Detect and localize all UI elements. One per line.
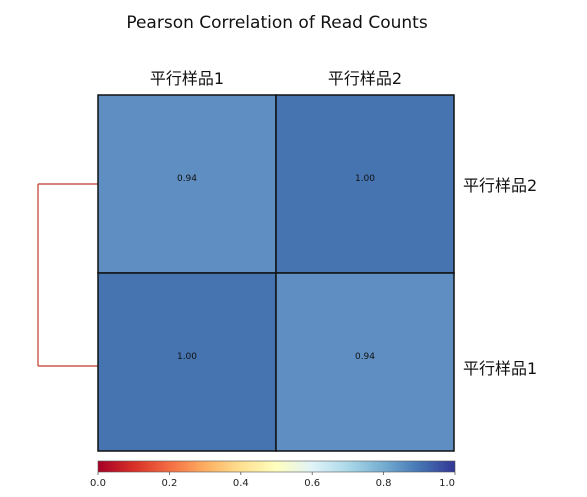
row-label-2: 平行样品1 [463, 359, 537, 378]
colorbar-tick-label: 0.0 [90, 478, 106, 489]
colorbar-tick-label: 0.2 [161, 478, 177, 489]
column-label-2: 平行样品2 [328, 69, 402, 88]
column-label-1: 平行样品1 [150, 69, 224, 88]
heatmap-cells: 0.94 1.00 1.00 0.94 [97, 94, 455, 452]
heatmap-cell-r2-c2 [275, 272, 455, 452]
heatmap-cell-value-r2-c2: 0.94 [355, 352, 375, 362]
row-dendrogram [37, 183, 98, 367]
colorbar-ticks: 0.0 0.2 0.4 0.6 0.8 1.0 [90, 472, 456, 489]
colorbar-tick-label: 0.4 [233, 478, 249, 489]
colorbar [97, 460, 456, 473]
heatmap-cell-r1-c1 [97, 94, 277, 274]
chart-title: Pearson Correlation of Read Counts [126, 13, 427, 33]
heatmap-cell-value-r1-c2: 1.00 [355, 174, 375, 184]
colorbar-tick-label: 1.0 [439, 478, 455, 489]
row-label-1: 平行样品2 [463, 176, 537, 195]
heatmap-cell-value-r1-c1: 0.94 [177, 174, 197, 184]
colorbar-tick-label: 0.8 [376, 478, 392, 489]
heatmap-cell-r1-c2 [275, 94, 455, 274]
heatmap-cell-value-r2-c1: 1.00 [177, 352, 197, 362]
colorbar-tick-label: 0.6 [304, 478, 320, 489]
heatmap-cell-r2-c1 [97, 272, 277, 452]
